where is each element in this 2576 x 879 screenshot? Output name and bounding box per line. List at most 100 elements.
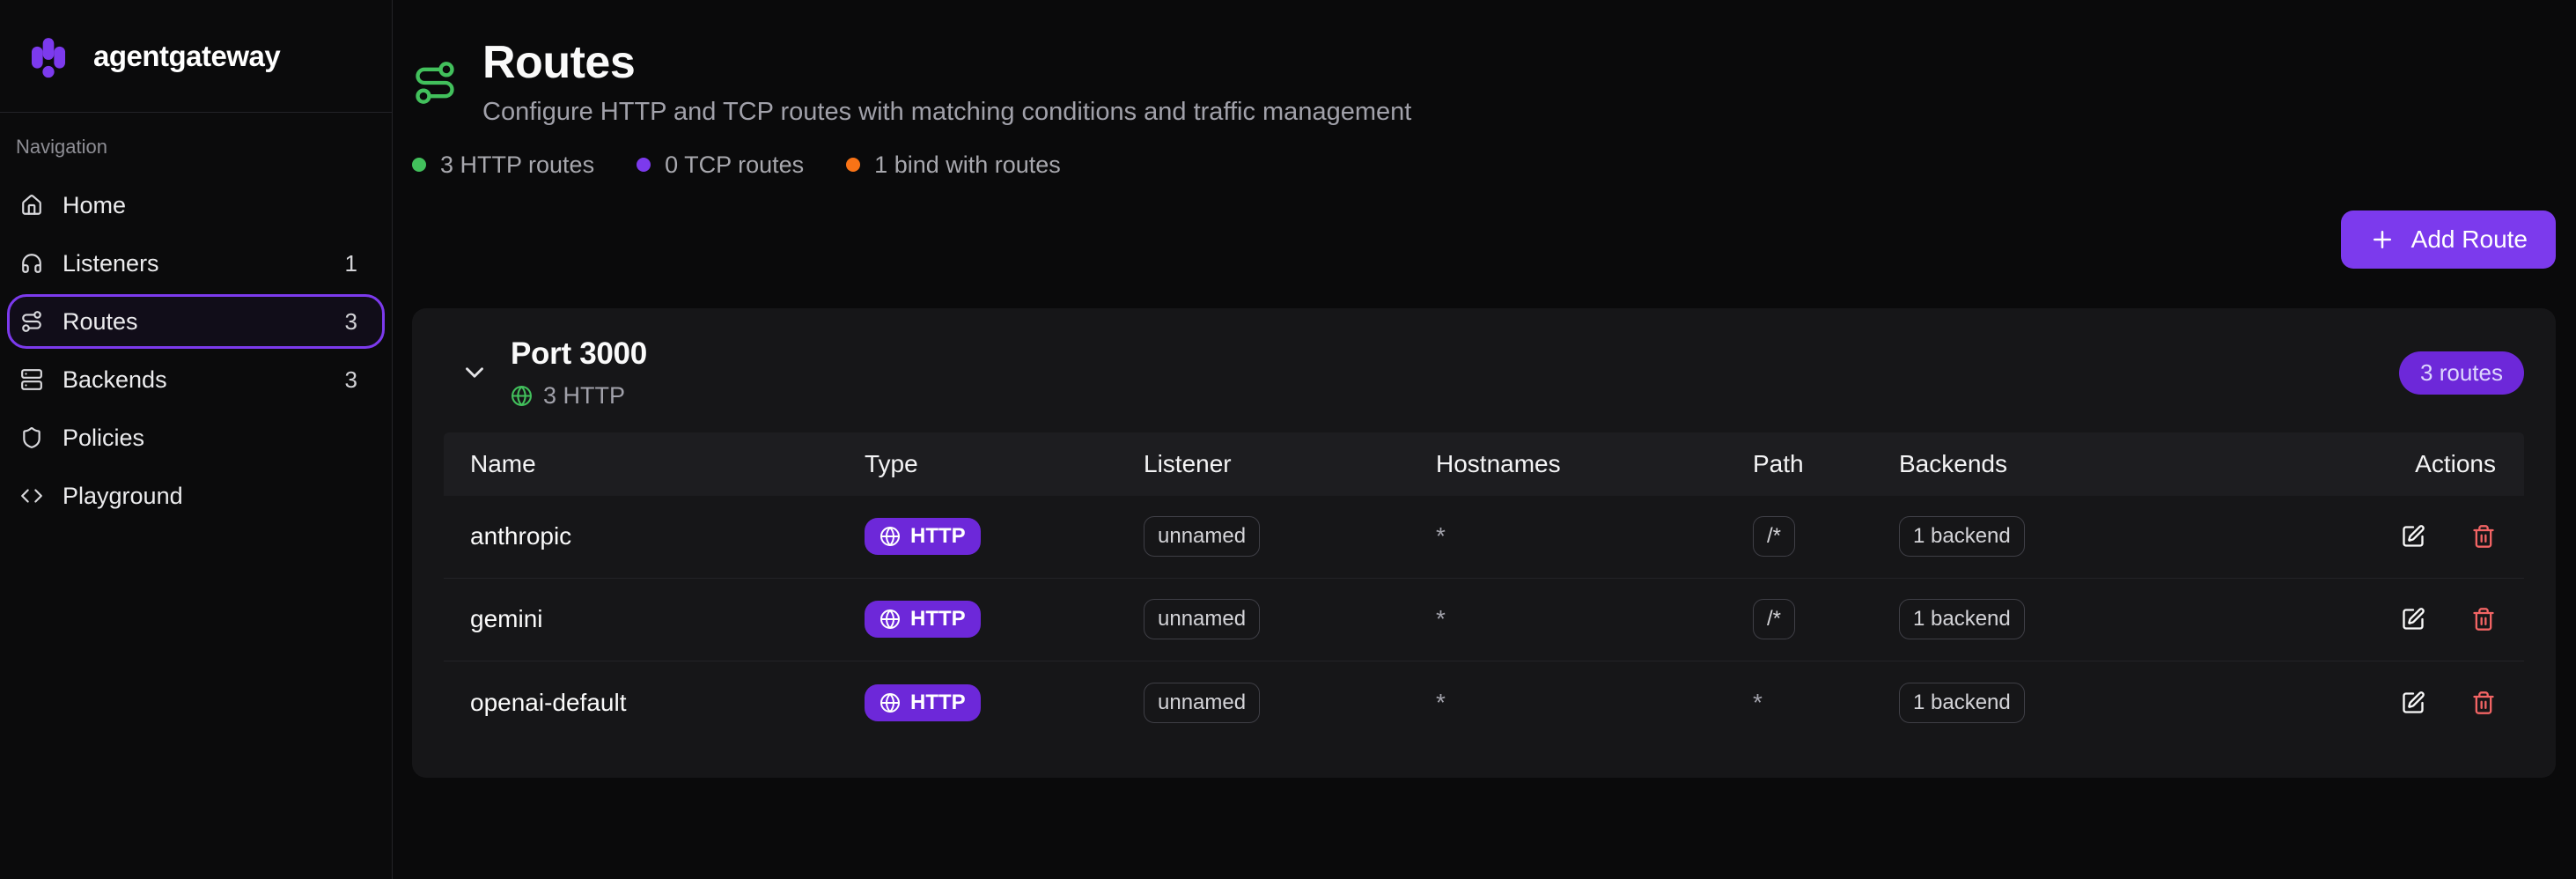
- table-row: openai-default HTTP unnamed * *: [444, 661, 2524, 744]
- sidebar-nav: Navigation Home Listeners 1: [0, 113, 392, 527]
- server-icon: [21, 369, 42, 390]
- delete-route-button[interactable]: [2471, 607, 2496, 632]
- green-dot-icon: [412, 158, 426, 173]
- route-type-cell: HTTP: [838, 601, 1117, 639]
- add-route-label: Add Route: [2410, 225, 2528, 253]
- toolbar: Add Route: [412, 210, 2556, 269]
- route-path-cell: /*: [1726, 599, 1873, 640]
- edit-route-button[interactable]: [2401, 607, 2425, 632]
- route-type-label: HTTP: [910, 607, 966, 632]
- column-header-listener: Listener: [1144, 449, 1232, 477]
- listener-badge: unnamed: [1144, 682, 1261, 723]
- sidebar-item-listeners[interactable]: Listeners 1: [7, 236, 385, 291]
- plus-icon: [2373, 230, 2391, 248]
- listener-badge: unnamed: [1144, 599, 1261, 640]
- route-stats: 3 HTTP routes 0 TCP routes 1 bind with r…: [412, 151, 2556, 179]
- stat-label: 0 TCP routes: [665, 151, 805, 178]
- routes-count-badge: 3 routes: [2399, 351, 2524, 395]
- trash-icon: [2473, 525, 2494, 548]
- route-actions-cell: [2251, 691, 2524, 715]
- route-type-cell: HTTP: [838, 518, 1117, 556]
- port-protocol-label: 3 HTTP: [543, 381, 626, 409]
- globe-icon: [880, 692, 900, 713]
- agentgateway-logo-icon: [31, 37, 66, 78]
- sidebar-item-playground[interactable]: Playground: [7, 469, 385, 523]
- route-hostnames: *: [1436, 522, 1446, 550]
- sidebar-item-home[interactable]: Home: [7, 178, 385, 233]
- http-type-badge: HTTP: [865, 518, 981, 556]
- delete-route-button[interactable]: [2471, 691, 2496, 715]
- backends-badge: 1 backend: [1899, 599, 2025, 640]
- orange-dot-icon: [846, 158, 861, 173]
- page-title: Routes: [482, 37, 636, 88]
- sidebar-item-label: Routes: [63, 307, 138, 335]
- edit-pencil-icon: [2403, 525, 2425, 547]
- page-header: Routes Configure HTTP and TCP routes wit…: [412, 39, 2556, 127]
- table-header-row: Name Type Listener Hostnames Path Backen…: [444, 432, 2524, 496]
- edit-pencil-icon: [2403, 608, 2425, 630]
- home-icon: [22, 195, 41, 215]
- sidebar-item-count: 3: [344, 307, 357, 335]
- sidebar-item-routes[interactable]: Routes 3: [7, 294, 385, 349]
- nav-section-label: Navigation: [16, 136, 107, 158]
- port-group-card: Port 3000 3 HTTP 3 routes Name: [412, 307, 2556, 778]
- column-header-path: Path: [1753, 449, 1804, 477]
- route-hostnames: *: [1436, 688, 1446, 716]
- route-type-label: HTTP: [910, 690, 966, 714]
- sidebar-item-label: Home: [63, 191, 127, 218]
- main-content: Routes Configure HTTP and TCP routes wit…: [393, 0, 2576, 879]
- headphones-icon: [22, 254, 41, 273]
- listener-badge: unnamed: [1144, 516, 1261, 558]
- sidebar-item-policies[interactable]: Policies: [7, 410, 385, 465]
- route-listener-cell: unnamed: [1117, 516, 1409, 558]
- route-name: openai-default: [470, 688, 627, 716]
- sidebar-item-label: Listeners: [63, 249, 159, 277]
- add-route-button[interactable]: Add Route: [2340, 210, 2556, 269]
- path-badge: /*: [1753, 599, 1796, 640]
- route-actions-cell: [2251, 524, 2524, 549]
- stat-label: 3 HTTP routes: [440, 151, 595, 178]
- trash-icon: [2473, 608, 2494, 631]
- collapse-toggle-button[interactable]: [460, 358, 489, 388]
- route-name: gemini: [470, 605, 543, 633]
- column-header-actions: Actions: [2415, 449, 2496, 477]
- route-hostnames: *: [1436, 605, 1446, 633]
- port-title: Port 3000: [511, 336, 647, 371]
- route-listener-cell: unnamed: [1117, 599, 1409, 640]
- sidebar-item-backends[interactable]: Backends 3: [7, 352, 385, 407]
- port-group-titles: Port 3000 3 HTTP: [511, 336, 647, 410]
- purple-dot-icon: [637, 158, 651, 173]
- sidebar-item-count: 1: [344, 249, 357, 277]
- globe-icon: [880, 527, 900, 547]
- routes-table: Name Type Listener Hostnames Path Backen…: [444, 432, 2524, 744]
- route-backends-cell: 1 backend: [1873, 599, 2251, 640]
- routes-header-icon: [416, 61, 454, 104]
- page-header-text: Routes Configure HTTP and TCP routes wit…: [482, 39, 1411, 127]
- sidebar-item-label: Backends: [63, 366, 167, 393]
- route-type-cell: HTTP: [838, 683, 1117, 721]
- edit-pencil-icon: [2403, 691, 2425, 713]
- sidebar-item-count: 3: [344, 366, 357, 393]
- shield-icon: [23, 427, 40, 448]
- route-listener-cell: unnamed: [1117, 682, 1409, 723]
- table-row: anthropic HTTP unnamed *: [444, 496, 2524, 579]
- backends-badge: 1 backend: [1899, 516, 2025, 558]
- column-header-backends: Backends: [1899, 449, 2007, 477]
- path-badge: /*: [1753, 516, 1796, 558]
- route-name: anthropic: [470, 522, 572, 550]
- table-row: gemini HTTP unnamed * /*: [444, 579, 2524, 661]
- column-header-hostnames: Hostnames: [1436, 449, 1561, 477]
- edit-route-button[interactable]: [2401, 691, 2425, 715]
- stat-tcp-routes: 0 TCP routes: [637, 151, 804, 179]
- chevron-down-icon: [466, 367, 483, 378]
- stat-label: 1 bind with routes: [874, 151, 1061, 178]
- route-path-cell: *: [1753, 688, 1763, 716]
- route-backends-cell: 1 backend: [1873, 682, 2251, 723]
- edit-route-button[interactable]: [2401, 524, 2425, 549]
- delete-route-button[interactable]: [2471, 524, 2496, 549]
- route-actions-cell: [2251, 607, 2524, 632]
- app-logo: agentgateway: [0, 0, 392, 113]
- port-protocol-summary: 3 HTTP: [511, 382, 647, 410]
- http-type-badge: HTTP: [865, 601, 981, 639]
